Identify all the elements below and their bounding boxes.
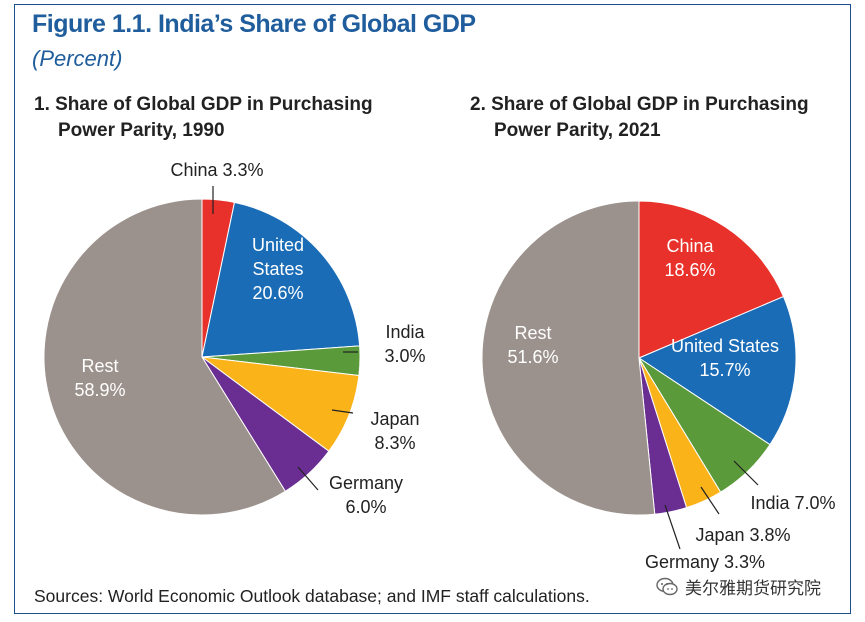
pie-1-slice-united-states (637, 295, 797, 446)
pie-1-label-united-states: United States 15.7% (671, 336, 779, 380)
pie-0-label-japan: Japan 8.3% (370, 409, 419, 453)
pie-chart-2021: China 18.6% United States 15.7% India 7.0% Ja… (481, 200, 836, 572)
pie-1-label-rest: Rest 51.6% (507, 323, 558, 367)
figure-subtitle: (Percent) (32, 46, 123, 71)
pie-2021-title: 2. Share of Global GDP in Purchasing Pow… (470, 92, 810, 144)
pie-0-label-china: China 3.3% (170, 160, 263, 180)
pie-1-label-rest-line2: 51.6% (507, 347, 558, 367)
pie-0-label-china-line1: China 3.3% (170, 160, 263, 180)
figure-title: Figure 1.1. India’s Share of Global GDP (32, 10, 476, 38)
pie-1-label-germany-line1: Germany 3.3% (645, 552, 765, 572)
pie-0-label-rest-line1: Rest (81, 356, 118, 376)
pie-1-label-japan-line1: Japan 3.8% (695, 525, 790, 545)
pie-1990-title-line1: 1. Share of Global GDP in Purchasing (34, 94, 373, 115)
pie-0-label-united-states-line2: States (252, 259, 303, 279)
pie-1-label-united-states-line1: United States (671, 336, 779, 356)
pie-0-label-united-states: United States 20.6% (252, 235, 304, 303)
pie-0-slice-united-states (201, 201, 361, 358)
pie-2021-title-line2: Power Parity, 2021 (494, 120, 661, 141)
pie-0-label-united-states-line3: 20.6% (252, 283, 303, 303)
pie-0-label-india-line2: 3.0% (384, 346, 425, 366)
pie-0-label-japan-line2: 8.3% (374, 433, 415, 453)
pie-1-label-china: China 18.6% (664, 236, 715, 280)
pie-0-label-rest: Rest 58.9% (74, 356, 125, 400)
pie-1-label-germany: Germany 3.3% (645, 552, 765, 572)
pie-chart-1990: China 3.3% United States 20.6% India 3.0% Japa… (43, 160, 426, 517)
pie-0-label-germany-line1: Germany (329, 473, 403, 493)
pie-0-label-rest-line2: 58.9% (74, 380, 125, 400)
pie-0-label-united-states-line1: United (252, 235, 304, 255)
pie-1990-title: 1. Share of Global GDP in Purchasing Pow… (34, 92, 374, 144)
pie-1-leader-germany (664, 504, 681, 550)
pie-1-leader-india (733, 460, 759, 486)
pie-1990-title-line2: Power Parity, 1990 (58, 120, 225, 141)
pie-2021-title-line1: 2. Share of Global GDP in Purchasing (470, 94, 809, 115)
pie-1-label-india-line1: India 7.0% (750, 493, 835, 513)
pie-1-label-rest-line1: Rest (514, 323, 551, 343)
watermark: 美尔雅期货研究院 (655, 574, 821, 599)
pie-0-label-germany: Germany 6.0% (329, 473, 403, 517)
sources-note: Sources: World Economic Outlook database… (34, 586, 590, 606)
pie-1-label-india: India 7.0% (750, 493, 835, 513)
pie-0-label-germany-line2: 6.0% (345, 497, 386, 517)
pie-0-leader-japan (331, 409, 354, 414)
pie-1-leader-japan (700, 486, 720, 515)
watermark-text: 美尔雅期货研究院 (685, 579, 821, 598)
pie-0-label-japan-line1: Japan (370, 409, 419, 429)
pie-0-leader-germany (297, 466, 319, 491)
pie-1-label-china-line2: 18.6% (664, 260, 715, 280)
pie-0-label-india: India 3.0% (384, 322, 425, 366)
pie-1-slice-rest (481, 200, 656, 516)
pie-0-slice-rest (43, 198, 287, 516)
wechat-icon (656, 577, 678, 595)
pie-1-label-united-states-line2: 15.7% (699, 360, 750, 380)
pie-1-label-japan: Japan 3.8% (695, 525, 790, 545)
pie-1-slice-china (638, 200, 785, 359)
pie-0-label-india-line1: India (385, 322, 425, 342)
pie-1-label-china-line1: China (666, 236, 714, 256)
